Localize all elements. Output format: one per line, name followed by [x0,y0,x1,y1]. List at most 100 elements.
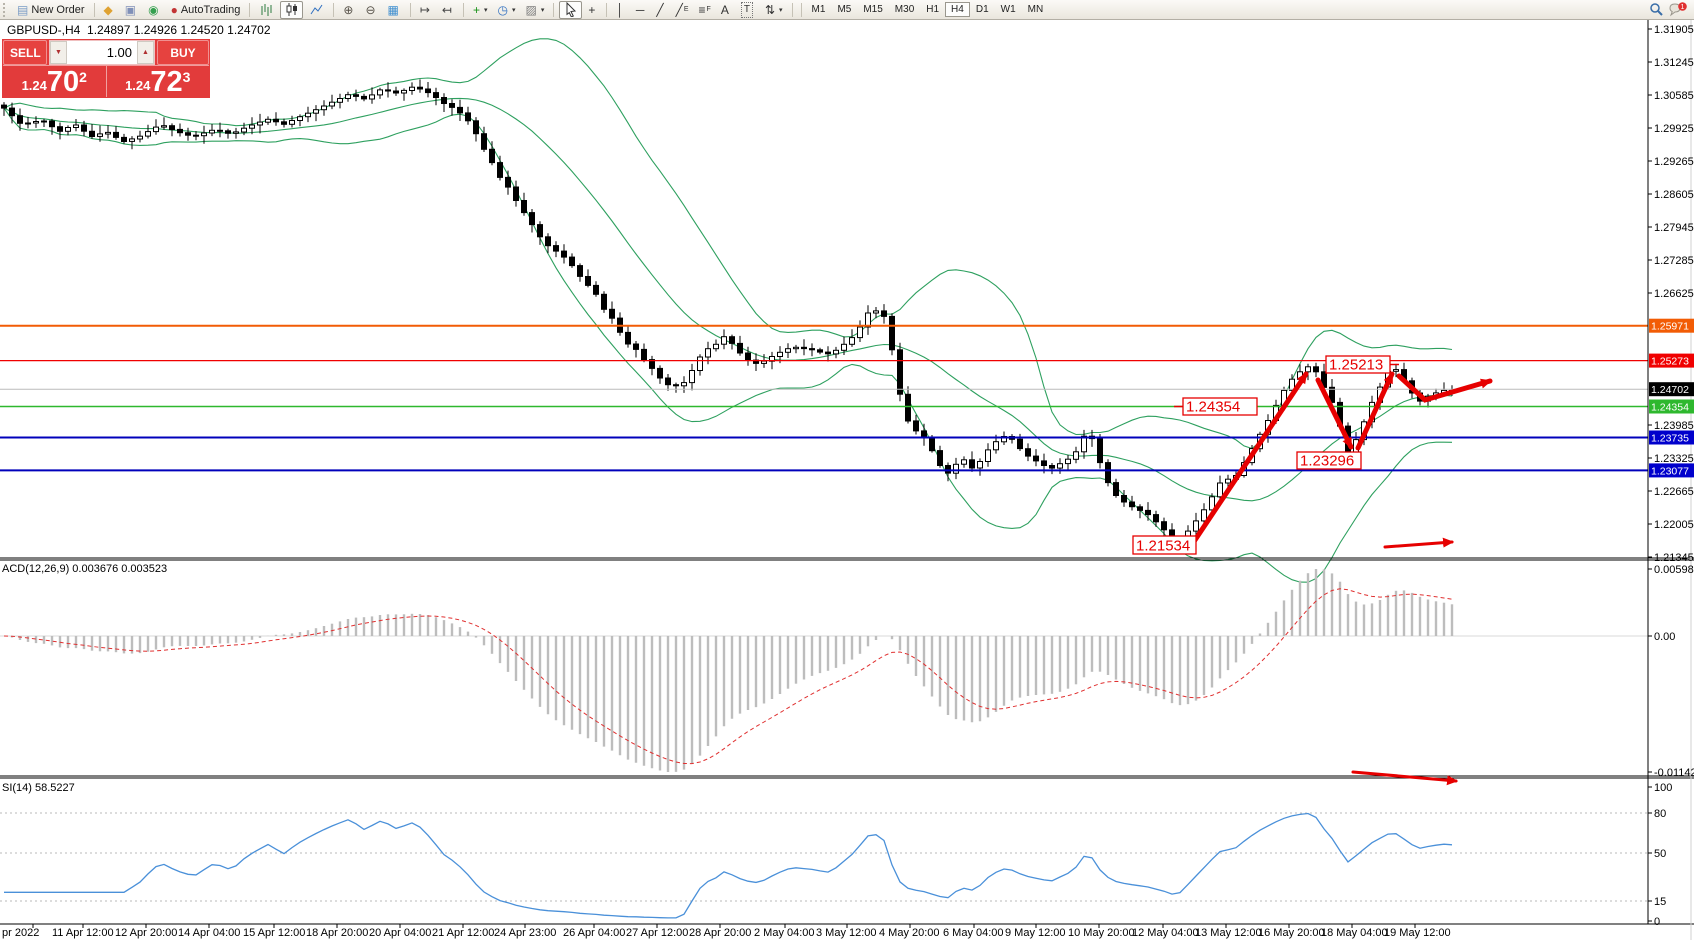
volume-input[interactable] [67,41,137,64]
chart-shift-button[interactable]: ↤ [438,1,458,19]
metaeditor-icon: ◆ [103,2,113,17]
add-indicator-button[interactable]: + ▾ [469,1,492,19]
signals-button[interactable]: ◉ [144,1,164,19]
text-label-button[interactable]: T [737,1,759,19]
timeframe-h4-button[interactable]: H4 [945,2,970,17]
sell-price-prefix: 1.24 [21,78,47,93]
time-tick-label: 21 Apr 12:00 [432,927,494,939]
new-order-icon: ▤ [17,2,29,17]
rsi-axis-label: 100 [1654,782,1672,794]
templates-button[interactable]: ▨ ▾ [522,1,549,19]
candlestick-chart-button[interactable] [280,0,304,19]
bars-chart-button[interactable] [255,1,278,19]
time-tick-label: 10 May 20:00 [1068,927,1135,939]
price-badge-label: 1.24354 [1651,402,1689,414]
price-tick-label: 1.22005 [1654,519,1694,531]
arrows-button[interactable]: ⇅ ▾ [761,1,787,19]
new-order-label: New Order [31,3,85,16]
periods-button[interactable]: ◷ ▾ [494,1,520,19]
price-badge [1649,463,1694,478]
fibonacci-button[interactable]: ≡ F [698,2,711,17]
timeframe-d1-button[interactable]: D1 [975,4,989,15]
timeframe-mn-button[interactable]: MN [1027,4,1044,15]
time-tick-label: 18 May 04:00 [1321,927,1388,939]
time-tick-label: 14 Apr 04:00 [178,927,240,939]
sell-price-button[interactable]: 1.24 70 2 [3,66,107,97]
price-axis[interactable] [1648,28,1694,922]
auto-scroll-icon: ↦ [419,2,430,17]
price-badge [1649,399,1694,414]
chevron-down-icon: ▾ [511,6,516,14]
text-button[interactable]: A [717,1,735,19]
price-tick-label: 1.28605 [1654,189,1694,201]
tile-windows-button[interactable]: ▦ [384,1,405,19]
price-badge-label: 1.25273 [1651,356,1689,368]
price-badge [1649,353,1694,368]
time-tick-label: 18 Apr 20:00 [306,927,368,939]
volume-spinner: ▼ ▲ [49,40,155,65]
price-tick-label: 1.31905 [1654,24,1694,36]
trend-annotations [1132,355,1493,786]
main-price-pane[interactable] [0,20,1648,557]
sell-button[interactable]: SELL [3,40,47,65]
buy-price-sup: 3 [182,69,191,85]
rsi-axis-label: 15 [1654,896,1666,908]
equidistant-channel-button[interactable]: ╱ E [675,2,689,17]
market-window-icon: ▣ [124,2,137,17]
bars-icon [261,4,272,16]
macd-pane[interactable] [0,562,1648,773]
price-tick-label: 1.21345 [1654,552,1694,564]
price-tick-label: 1.23985 [1654,420,1694,432]
price-badge-label: 1.23077 [1651,465,1689,477]
timeframe-m5-button[interactable]: M5 [837,4,852,15]
volume-increase-button[interactable]: ▲ [137,41,154,64]
buy-button[interactable]: BUY [157,40,209,65]
volume-decrease-button[interactable]: ▼ [50,41,67,64]
metaeditor-button[interactable]: ◆ [100,1,119,19]
vertical-line-button[interactable]: │ [612,1,630,19]
time-tick-label: 2 May 04:00 [754,927,815,939]
price-badge-label: 1.25971 [1651,321,1689,333]
rsi-pane[interactable] [0,781,1648,925]
timeframe-w1-button[interactable]: W1 [1000,4,1016,15]
time-tick-label: 13 May 12:00 [1195,927,1262,939]
cursor-icon [566,2,577,17]
autotrading-button[interactable]: ● AutoTrading [167,1,245,19]
search-icon[interactable] [1649,2,1664,17]
buy-price-button[interactable]: 1.24 72 3 [107,66,210,97]
cursor-button[interactable] [559,0,583,19]
zoom-in-icon: ⊕ [343,2,354,17]
price-tick-label: 1.27945 [1654,222,1694,234]
price-badge-label: 1.24702 [1651,384,1689,396]
crosshair-button[interactable]: + [584,1,601,19]
horizontal-line-button[interactable]: ─ [632,1,651,19]
horizontal-line-icon: ─ [635,2,645,17]
market-window-button[interactable]: ▣ [121,1,142,19]
svg-text:1: 1 [1681,4,1685,11]
trend-arrow [1315,377,1354,450]
annotation-price-box [1132,535,1197,555]
timeframe-h1-button[interactable]: H1 [926,4,940,15]
zoom-out-button[interactable]: ⊖ [361,1,381,19]
price-tick-label: 1.30585 [1654,90,1694,102]
trade-row-top: SELL ▼ ▲ BUY [3,40,209,65]
timeframe-m15-button[interactable]: M15 [863,4,883,15]
one-click-trading-panel: SELL ▼ ▲ BUY 1.24 70 2 1.24 72 3 [2,39,210,98]
price-tick-label: 1.23325 [1654,453,1694,465]
trendline-button[interactable]: ╱ [652,1,669,19]
time-tick-label: 3 May 12:00 [816,927,877,939]
line-chart-button[interactable] [305,1,328,19]
auto-scroll-button[interactable]: ↦ [416,1,436,19]
line-icon [310,4,323,15]
timeframe-m1-button[interactable]: M1 [811,4,826,15]
timeframe-m30-button[interactable]: M30 [894,4,915,15]
zoom-in-button[interactable]: ⊕ [339,1,359,19]
candles [1,79,1455,550]
zoom-out-icon: ⊖ [365,2,376,17]
periods-icon: ◷ [497,2,508,17]
new-order-button[interactable]: ▤ New Order [13,1,89,19]
price-badge [1649,382,1694,397]
chat-icon[interactable]: 1 [1668,1,1688,18]
time-axis[interactable] [32,924,1416,928]
